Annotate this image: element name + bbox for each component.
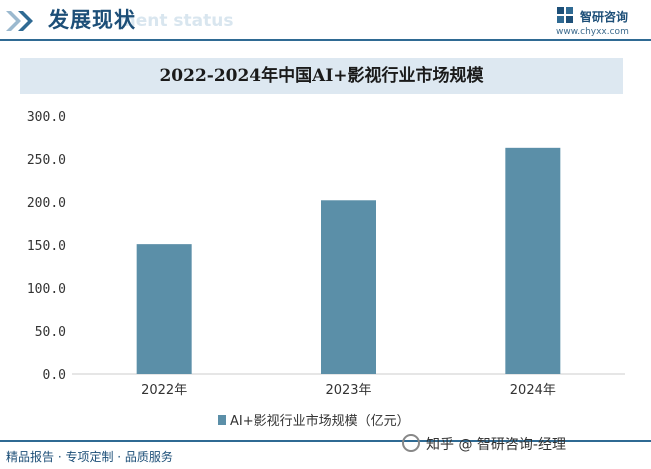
bar-chart: 0.0 50.0 100.0 150.0 200.0 250.0 300.0 2022年 202… (27, 110, 625, 429)
chart-title: 2022-2024年中国AI+影视行业市场规模 (159, 66, 484, 86)
chevron-arrows-icon (6, 11, 33, 31)
zhihu-credit: 知乎 @ 智研咨询-经理 (426, 437, 566, 453)
chart-title-band: 2022-2024年中国AI+影视行业市场规模 (20, 58, 623, 94)
x-tick-label: 2023年 (325, 383, 371, 398)
y-tick-label: 150.0 (27, 239, 66, 254)
footer-divider (0, 440, 651, 442)
header-ghost-text: ment status (118, 11, 234, 31)
header-divider (0, 39, 651, 41)
y-tick-label: 200.0 (27, 196, 66, 211)
y-tick-label: 0.0 (43, 368, 66, 383)
footer-slogan: 精品报告 · 专项定制 · 品质服务 (6, 450, 173, 464)
y-tick-label: 50.0 (35, 325, 66, 340)
bar (321, 200, 376, 374)
bar (136, 244, 192, 374)
page-header: ment status 发展现状 智研咨询 www.chyxx.com (0, 0, 651, 42)
legend-swatch (218, 415, 226, 425)
logo-url: www.chyxx.com (556, 27, 629, 37)
zhihu-avatar-icon (402, 434, 420, 452)
section-title: 发展现状 (48, 8, 136, 32)
x-tick-label: 2022年 (141, 383, 187, 398)
y-tick-label: 250.0 (27, 153, 66, 168)
legend-label: AI+影视行业市场规模（亿元） (230, 413, 410, 429)
y-tick-label: 300.0 (27, 110, 66, 125)
logo-name: 智研咨询 (580, 10, 629, 24)
bar (505, 147, 561, 374)
y-tick-label: 100.0 (27, 282, 66, 297)
company-logo-icon (557, 7, 573, 23)
x-tick-label: 2024年 (510, 383, 556, 398)
